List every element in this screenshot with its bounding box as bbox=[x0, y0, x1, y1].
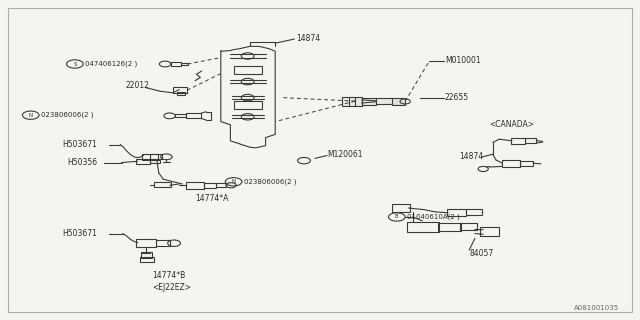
Text: 22655: 22655 bbox=[445, 93, 469, 102]
Text: H503671: H503671 bbox=[63, 140, 97, 149]
Bar bbox=[204, 183, 216, 188]
Text: H50356: H50356 bbox=[67, 158, 97, 167]
Text: M010001: M010001 bbox=[445, 56, 481, 65]
Bar bbox=[376, 98, 394, 104]
Bar bbox=[171, 62, 181, 66]
Bar bbox=[177, 92, 185, 95]
Bar bbox=[480, 227, 499, 236]
Bar bbox=[407, 222, 439, 232]
Text: M120061: M120061 bbox=[328, 150, 363, 159]
Text: 14774*B: 14774*B bbox=[152, 271, 186, 280]
Bar bbox=[136, 159, 150, 164]
Text: 14874: 14874 bbox=[460, 152, 484, 161]
Text: 023806006(2 ): 023806006(2 ) bbox=[41, 112, 93, 118]
Bar bbox=[154, 182, 171, 187]
Bar bbox=[181, 63, 188, 65]
Bar bbox=[150, 154, 162, 159]
Text: 047406126(2 ): 047406126(2 ) bbox=[85, 61, 138, 67]
Bar bbox=[525, 138, 536, 143]
Bar bbox=[136, 239, 156, 247]
Text: A081001035: A081001035 bbox=[574, 305, 620, 311]
Bar bbox=[392, 98, 405, 105]
Bar bbox=[142, 154, 158, 160]
Bar bbox=[173, 87, 187, 93]
Bar bbox=[447, 209, 466, 216]
Bar bbox=[362, 98, 376, 105]
Bar bbox=[141, 252, 152, 258]
Bar bbox=[234, 66, 262, 74]
Bar bbox=[156, 240, 170, 246]
Text: <EJ22EZ>: <EJ22EZ> bbox=[152, 283, 191, 292]
Text: 22012: 22012 bbox=[125, 81, 149, 90]
Text: 023806006(2 ): 023806006(2 ) bbox=[244, 179, 296, 185]
Text: 14774*A: 14774*A bbox=[195, 194, 228, 203]
Bar bbox=[520, 161, 533, 166]
Bar bbox=[511, 138, 525, 144]
Text: N: N bbox=[232, 179, 236, 184]
Bar bbox=[342, 97, 362, 106]
Text: S: S bbox=[73, 61, 77, 67]
Text: 14874: 14874 bbox=[296, 34, 321, 43]
Text: <CANADA>: <CANADA> bbox=[490, 120, 534, 129]
Text: H503671: H503671 bbox=[63, 229, 97, 238]
Bar bbox=[460, 223, 477, 230]
Bar bbox=[392, 204, 410, 212]
Text: N: N bbox=[29, 113, 33, 118]
Bar bbox=[502, 160, 520, 167]
Bar bbox=[234, 101, 262, 109]
Bar bbox=[186, 182, 204, 189]
Bar bbox=[438, 223, 461, 231]
Bar bbox=[466, 209, 482, 215]
Bar bbox=[216, 183, 226, 187]
Bar bbox=[150, 160, 160, 163]
Text: 01040610A(2 ): 01040610A(2 ) bbox=[407, 214, 460, 220]
Text: 84057: 84057 bbox=[469, 249, 493, 258]
Text: B: B bbox=[395, 214, 399, 220]
Bar bbox=[186, 113, 201, 118]
Bar bbox=[175, 114, 186, 117]
Bar bbox=[140, 257, 154, 262]
